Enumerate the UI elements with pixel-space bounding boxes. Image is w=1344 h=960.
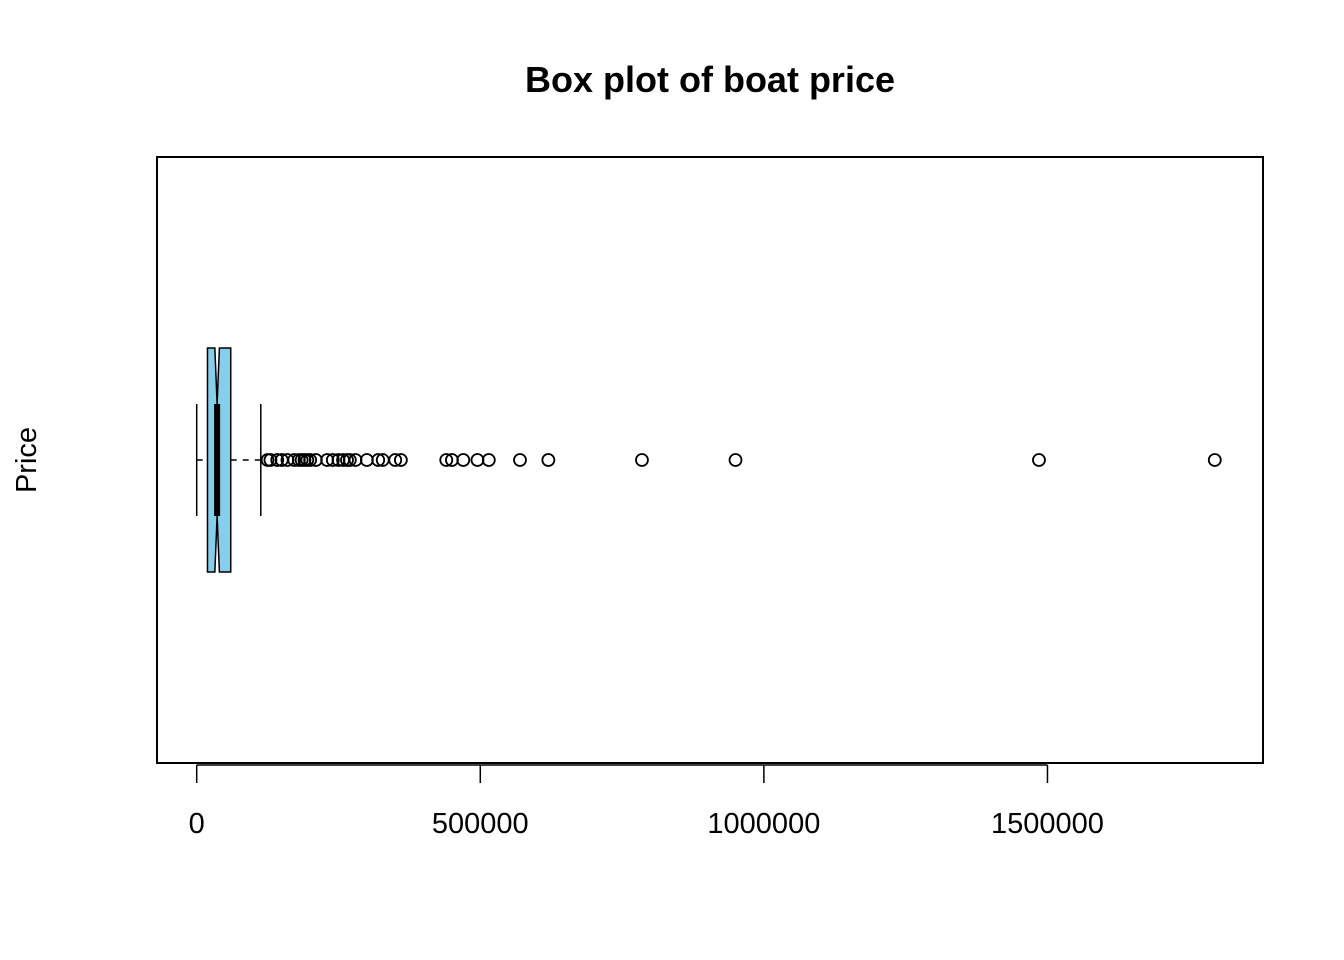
outlier-point [359, 453, 374, 467]
outlier-point [325, 453, 340, 467]
outlier-point [456, 453, 471, 467]
outlier-point [481, 453, 496, 467]
outlier-point [393, 453, 408, 467]
outlier-point [728, 453, 743, 467]
outlier-point [287, 453, 302, 467]
chart-title: Box plot of boat price [525, 59, 895, 100]
outlier-point [541, 453, 556, 467]
outlier-point [303, 453, 318, 467]
outlier-point [388, 453, 403, 467]
outlier-point [1207, 453, 1222, 467]
outlier-point [470, 453, 485, 467]
outlier-point [1032, 453, 1046, 467]
x-axis: 0 500000 1000000 1500000 [189, 764, 1104, 840]
outlier-points [260, 453, 1222, 467]
x-tick-label: 1000000 [707, 808, 820, 840]
outlier-point [371, 453, 386, 467]
outlier-point [342, 453, 357, 467]
outlier-point [635, 453, 649, 467]
outlier-point [439, 453, 454, 467]
outlier-point [270, 453, 285, 467]
x-tick-label: 1500000 [991, 808, 1104, 840]
y-axis-label: Price [11, 427, 43, 493]
box-group [195, 347, 262, 573]
outlier-point [513, 453, 527, 467]
x-tick-label: 0 [189, 808, 205, 840]
plot-frame [156, 156, 1264, 764]
x-tick-label: 500000 [432, 808, 529, 840]
